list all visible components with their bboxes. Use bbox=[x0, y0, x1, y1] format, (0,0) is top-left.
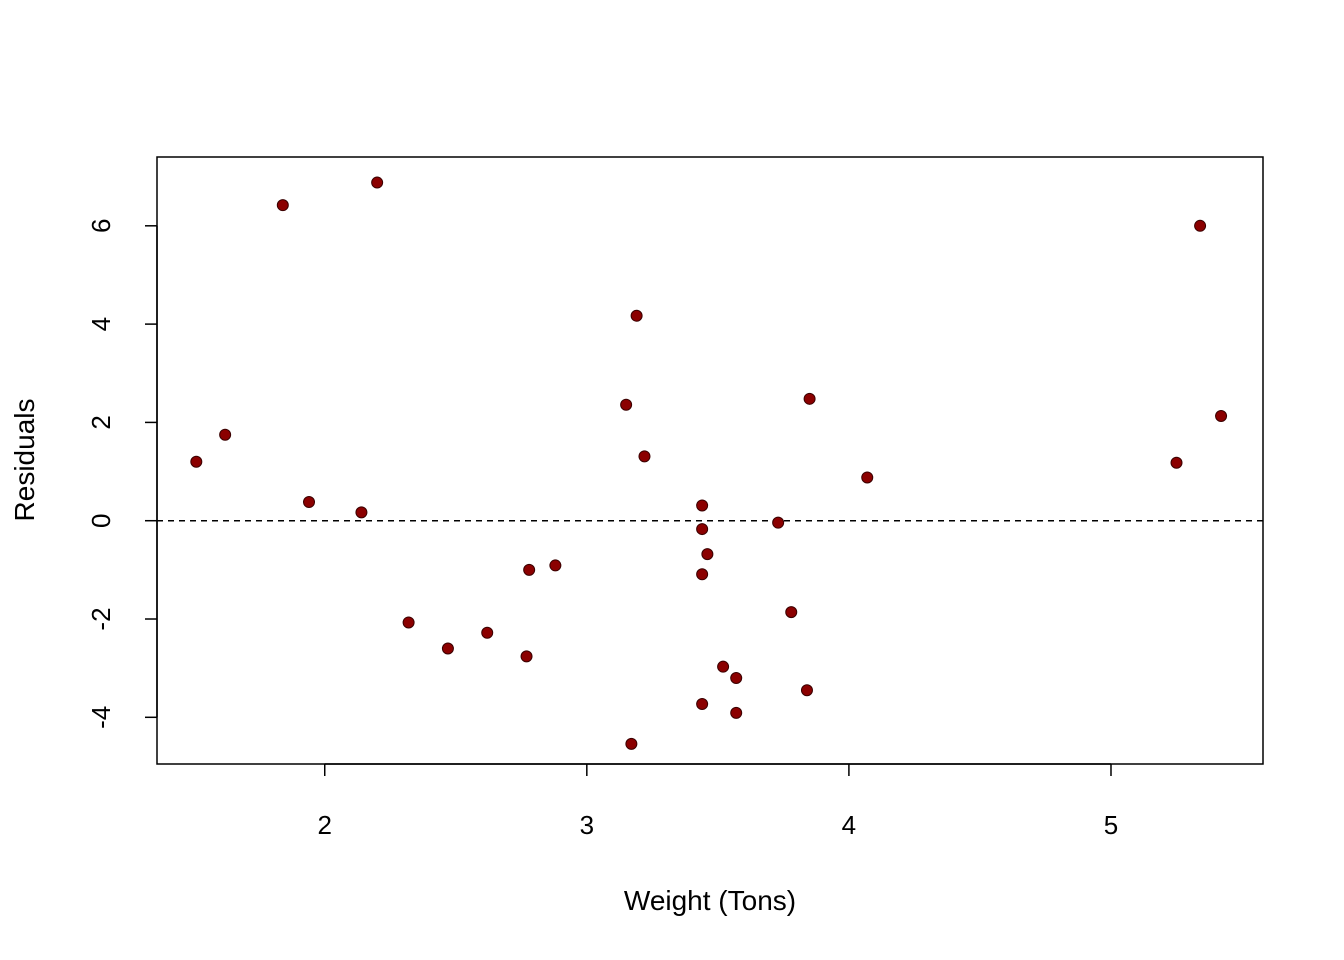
data-point bbox=[441, 642, 454, 655]
data-point bbox=[549, 559, 562, 572]
y-axis: -4 -2 0 2 4 6 bbox=[86, 219, 158, 729]
y-tick-label: -2 bbox=[86, 607, 116, 630]
data-point bbox=[520, 650, 533, 663]
data-point bbox=[219, 428, 232, 441]
y-tick-label: 0 bbox=[86, 513, 116, 527]
x-axis: 2 3 4 5 bbox=[318, 763, 1118, 840]
data-point bbox=[276, 199, 289, 212]
data-point bbox=[696, 523, 709, 536]
y-tick-label: 6 bbox=[86, 219, 116, 233]
x-tick-label: 5 bbox=[1104, 810, 1118, 840]
data-point bbox=[630, 309, 643, 322]
data-point bbox=[1215, 410, 1228, 423]
data-point bbox=[1170, 456, 1183, 469]
data-points bbox=[190, 176, 1228, 750]
plot-frame bbox=[156, 156, 1264, 765]
x-tick-label: 2 bbox=[318, 810, 332, 840]
x-tick-label: 3 bbox=[580, 810, 594, 840]
data-point bbox=[861, 471, 874, 484]
data-point bbox=[696, 568, 709, 581]
y-tick-label: -4 bbox=[86, 706, 116, 729]
data-point bbox=[730, 671, 743, 684]
data-point bbox=[696, 499, 709, 512]
data-point bbox=[625, 737, 638, 750]
data-point bbox=[701, 548, 714, 561]
data-point bbox=[717, 660, 730, 673]
data-point bbox=[785, 606, 798, 619]
data-point bbox=[1194, 219, 1207, 232]
data-point bbox=[190, 455, 203, 468]
data-point bbox=[355, 506, 368, 519]
y-tick-label: 2 bbox=[86, 415, 116, 429]
data-point bbox=[620, 398, 633, 411]
y-axis-title: Residuals bbox=[9, 399, 40, 522]
data-point bbox=[481, 626, 494, 639]
data-point bbox=[772, 516, 785, 529]
x-tick-label: 4 bbox=[842, 810, 856, 840]
data-point bbox=[696, 698, 709, 711]
data-point bbox=[730, 706, 743, 719]
data-point bbox=[371, 176, 384, 189]
x-axis-title: Weight (Tons) bbox=[624, 885, 796, 916]
data-point bbox=[803, 392, 816, 405]
data-point bbox=[402, 616, 415, 629]
data-point bbox=[800, 684, 813, 697]
y-tick-label: 4 bbox=[86, 317, 116, 331]
data-point bbox=[303, 496, 316, 509]
data-point bbox=[523, 563, 536, 576]
data-point bbox=[638, 450, 651, 463]
